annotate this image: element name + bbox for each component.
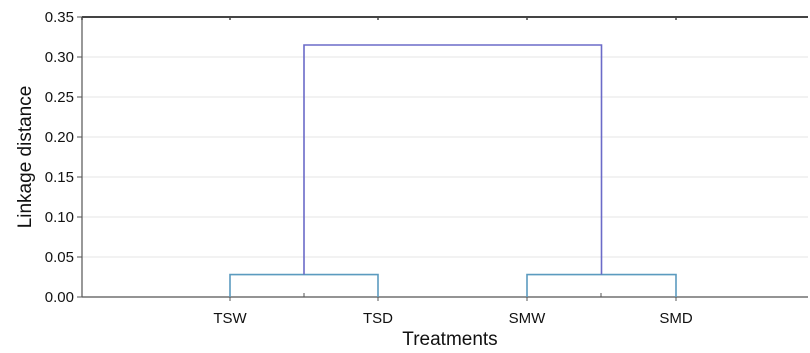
y-tick-label: 0.15 (45, 169, 74, 186)
y-axis-ticks: 0.00 0.05 0.10 0.15 0.20 0.25 0.30 0.35 (45, 9, 82, 306)
gridlines (82, 56, 808, 258)
dendrogram-links (229, 44, 677, 297)
x-tick-label: SMD (659, 310, 693, 327)
x-tick-label: SMW (509, 310, 547, 327)
y-tick-label: 0.35 (45, 9, 74, 26)
y-tick-label: 0.00 (45, 289, 74, 306)
plot-frame (81, 16, 808, 298)
x-axis-title: Treatments (402, 329, 497, 350)
x-axis-ticks: TSW TSD SMW SMD (213, 293, 693, 327)
x-tick-label: TSW (213, 310, 247, 327)
y-tick-label: 0.25 (45, 89, 74, 106)
y-tick-label: 0.10 (45, 209, 74, 226)
y-axis-title: Linkage distance (15, 86, 36, 229)
y-tick-label: 0.05 (45, 249, 74, 266)
y-tick-label: 0.30 (45, 49, 74, 66)
x-tick-label: TSD (363, 310, 393, 327)
dendrogram-link (303, 44, 603, 275)
y-tick-label: 0.20 (45, 129, 74, 146)
